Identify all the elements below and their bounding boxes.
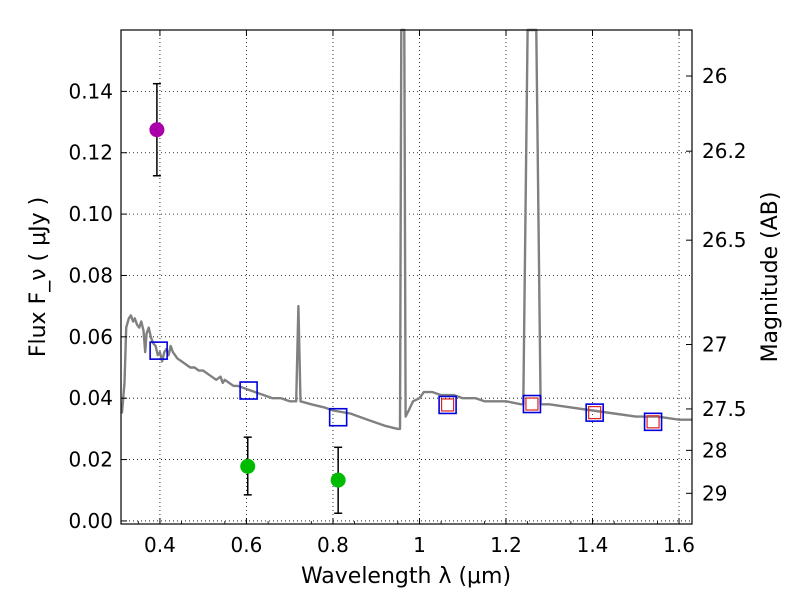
model-band-square (643, 412, 663, 432)
x-tick-label: 1.6 (663, 533, 695, 557)
observed-flux-square (588, 406, 602, 420)
y-tick-label: 0.08 (68, 263, 113, 287)
right-tick-label: 26.5 (702, 228, 747, 252)
right-tick-label: 27 (702, 333, 727, 357)
right-tick-label: 26.2 (702, 139, 747, 163)
grid (121, 30, 692, 524)
observed-flux-square (646, 415, 660, 429)
model-band-square (328, 407, 348, 427)
right-tick-label: 28 (702, 438, 727, 462)
photometry-point (149, 122, 165, 138)
y-tick-label: 0.10 (68, 202, 113, 226)
x-tick-label: 0.8 (317, 533, 349, 557)
photometry-point (240, 458, 256, 474)
y-tick-label: 0.04 (68, 386, 113, 410)
y-tick-label: 0.02 (68, 448, 113, 472)
x-tick-label: 1 (413, 533, 426, 557)
model-band-square (438, 395, 457, 415)
y-tick-label: 0.06 (68, 325, 113, 349)
y-tick-label: 0.14 (68, 79, 113, 103)
x-tick-label: 1.4 (577, 533, 609, 557)
model-band-square (149, 341, 168, 360)
x-tick-label: 0.6 (231, 533, 263, 557)
model-band-square (522, 394, 542, 414)
plot-frame (120, 29, 693, 525)
observed-flux-square (440, 398, 455, 412)
right-tick-label: 27.5 (702, 397, 747, 421)
right-tick-label: 29 (702, 481, 727, 505)
x-axis-label: Wavelength λ (μm) (301, 564, 511, 589)
plot-marks (120, 28, 692, 515)
y-axis-label: Flux F_ν ( μJy ) (26, 197, 51, 357)
spectrum-line (120, 28, 692, 431)
photometry-point (330, 472, 346, 488)
right-axis-label: Magnitude (AB) (758, 192, 783, 363)
x-tick-label: 1.2 (490, 533, 522, 557)
model-band-square (239, 381, 258, 400)
observed-flux-square (525, 397, 539, 411)
right-tick-label: 26 (702, 64, 727, 88)
y-tick-label: 0.12 (68, 141, 113, 165)
y-tick-label: 0.00 (68, 509, 113, 533)
x-tick-label: 0.4 (144, 533, 176, 557)
model-band-square (585, 403, 604, 422)
axis-ticks: 0.4 0.6 0.8 1 1.2 1.4 1.6 0.00 0.02 0.04 0.06 0.08 0… (68, 30, 747, 557)
